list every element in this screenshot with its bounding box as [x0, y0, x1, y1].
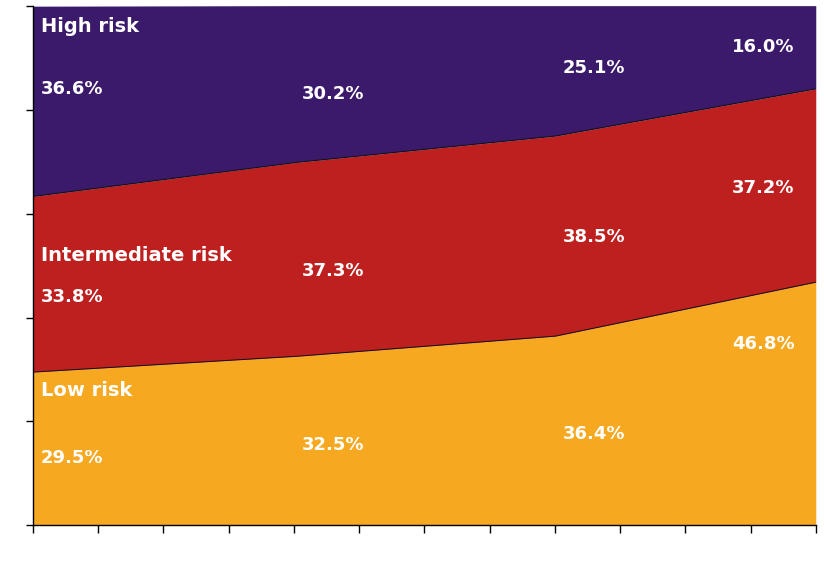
Text: High risk: High risk [40, 17, 138, 36]
Text: 36.4%: 36.4% [563, 425, 625, 444]
Text: 16.0%: 16.0% [733, 38, 795, 56]
Text: Intermediate risk: Intermediate risk [40, 246, 232, 264]
Text: 38.5%: 38.5% [563, 228, 625, 246]
Text: 37.3%: 37.3% [302, 262, 364, 280]
Text: Low risk: Low risk [40, 381, 132, 400]
Text: 36.6%: 36.6% [40, 80, 103, 98]
Text: 30.2%: 30.2% [302, 85, 364, 103]
Text: 46.8%: 46.8% [733, 334, 795, 353]
Text: 25.1%: 25.1% [563, 59, 625, 77]
Text: 33.8%: 33.8% [40, 288, 104, 306]
Text: 29.5%: 29.5% [40, 449, 103, 467]
Text: 32.5%: 32.5% [302, 436, 364, 454]
Text: 37.2%: 37.2% [733, 179, 795, 197]
